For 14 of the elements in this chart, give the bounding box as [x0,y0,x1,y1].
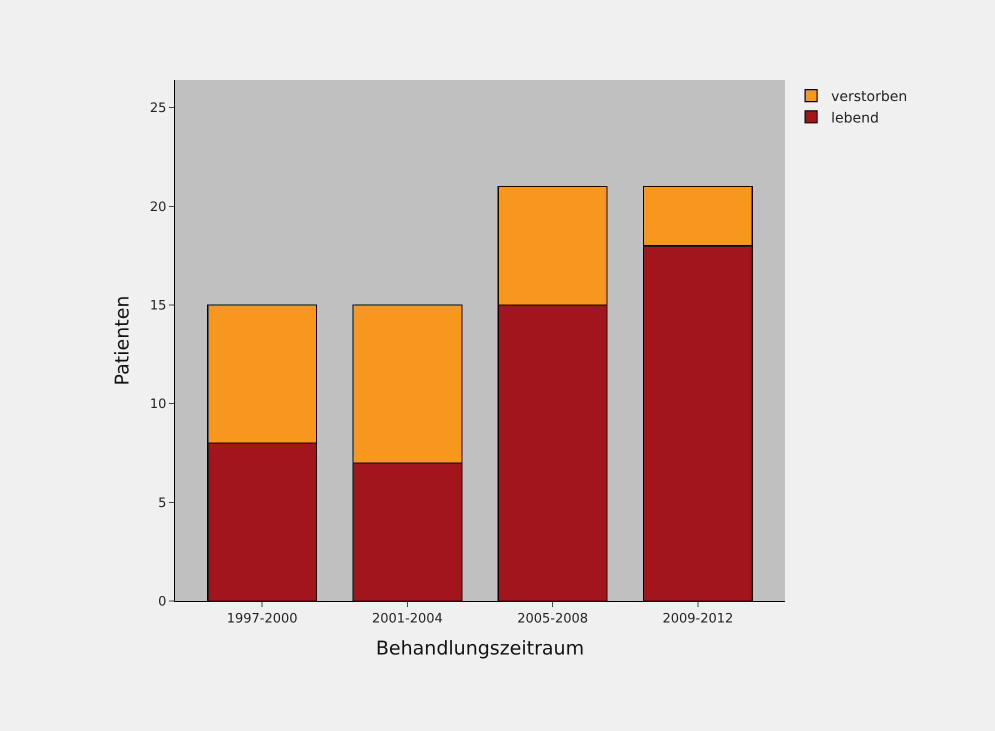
x-tick-label: 2001-2004 [372,612,443,627]
x-tick-label: 2005-2008 [517,612,588,627]
y-tick-label: 0 [158,594,166,610]
x-tick-label: 2009-2012 [662,612,734,627]
y-tick-label: 15 [150,298,166,314]
y-tick-label: 5 [158,496,166,511]
legend-label: lebend [831,110,879,126]
x-axis-title: Behandlungszeitraum [376,637,584,660]
y-tick-label: 20 [150,200,166,215]
x-tick-label: 1997-2000 [226,612,298,627]
y-axis-title: Patienten [112,296,134,386]
y-tick-label: 25 [150,101,166,116]
y-tick-label: 10 [150,397,166,412]
legend-label: verstorben [831,89,908,106]
